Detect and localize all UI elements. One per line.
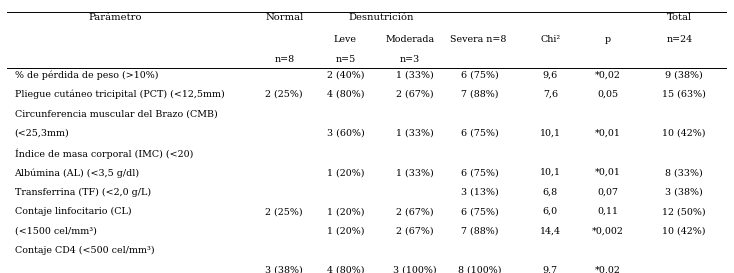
Text: 2 (67%): 2 (67%) xyxy=(396,227,434,236)
Text: Total: Total xyxy=(667,13,692,22)
Text: *0,02: *0,02 xyxy=(595,70,621,79)
Text: 2 (67%): 2 (67%) xyxy=(396,207,434,216)
Text: n=24: n=24 xyxy=(667,35,693,44)
Text: Índice de masa corporal (IMC) (<20): Índice de masa corporal (IMC) (<20) xyxy=(15,149,193,159)
Text: 9,6: 9,6 xyxy=(543,70,558,79)
Text: (<1500 cel/mm³): (<1500 cel/mm³) xyxy=(15,227,96,236)
Text: % de pérdida de peso (>10%): % de pérdida de peso (>10%) xyxy=(15,70,158,80)
Text: 8 (100%): 8 (100%) xyxy=(458,266,501,273)
Text: 1 (33%): 1 (33%) xyxy=(396,129,434,138)
Text: n=3: n=3 xyxy=(400,55,421,64)
Text: *0,02: *0,02 xyxy=(595,266,621,273)
Text: Circunferencia muscular del Brazo (CMB): Circunferencia muscular del Brazo (CMB) xyxy=(15,109,217,118)
Text: 2 (40%): 2 (40%) xyxy=(327,70,364,79)
Text: Moderada: Moderada xyxy=(385,35,435,44)
Text: Pliegue cutáneo tricipital (PCT) (<12,5mm): Pliegue cutáneo tricipital (PCT) (<12,5m… xyxy=(15,90,225,99)
Text: 0,05: 0,05 xyxy=(597,90,619,99)
Text: 9 (38%): 9 (38%) xyxy=(664,70,702,79)
Text: Chi²: Chi² xyxy=(540,35,561,44)
Text: 10 (42%): 10 (42%) xyxy=(662,227,705,236)
Text: 2 (25%): 2 (25%) xyxy=(266,207,303,216)
Text: (<25,3mm): (<25,3mm) xyxy=(15,129,69,138)
Text: n=5: n=5 xyxy=(335,55,355,64)
Text: 12 (50%): 12 (50%) xyxy=(661,207,705,216)
Text: 4 (80%): 4 (80%) xyxy=(327,90,364,99)
Text: *0,002: *0,002 xyxy=(592,227,624,236)
Text: 8 (33%): 8 (33%) xyxy=(664,168,702,177)
Text: 4 (80%): 4 (80%) xyxy=(327,266,364,273)
Text: 6,0: 6,0 xyxy=(543,207,558,216)
Text: 7 (88%): 7 (88%) xyxy=(461,90,498,99)
Text: 10 (42%): 10 (42%) xyxy=(662,129,705,138)
Text: 1 (20%): 1 (20%) xyxy=(327,168,364,177)
Text: Parámetro: Parámetro xyxy=(89,13,142,22)
Text: 10,1: 10,1 xyxy=(540,129,561,138)
Text: 7,6: 7,6 xyxy=(543,90,558,99)
Text: n=8: n=8 xyxy=(275,55,294,64)
Text: Contaje CD4 (<500 cel/mm³): Contaje CD4 (<500 cel/mm³) xyxy=(15,246,154,255)
Text: Leve: Leve xyxy=(334,35,357,44)
Text: 7 (88%): 7 (88%) xyxy=(461,227,498,236)
Text: 3 (13%): 3 (13%) xyxy=(461,188,499,197)
Text: 3 (38%): 3 (38%) xyxy=(266,266,303,273)
Text: 1 (20%): 1 (20%) xyxy=(327,207,364,216)
Text: 6,8: 6,8 xyxy=(543,188,558,197)
Text: Severa n=8: Severa n=8 xyxy=(450,35,506,44)
Text: 1 (33%): 1 (33%) xyxy=(396,168,434,177)
Text: 14,4: 14,4 xyxy=(540,227,561,236)
Text: 1 (20%): 1 (20%) xyxy=(327,227,364,236)
Text: Normal: Normal xyxy=(265,13,303,22)
Text: 1 (33%): 1 (33%) xyxy=(396,70,434,79)
Text: 3 (100%): 3 (100%) xyxy=(393,266,437,273)
Text: Albúmina (AL) (<3,5 g/dl): Albúmina (AL) (<3,5 g/dl) xyxy=(15,168,139,177)
Text: 6 (75%): 6 (75%) xyxy=(461,207,499,216)
Text: 2 (25%): 2 (25%) xyxy=(266,90,303,99)
Text: 3 (60%): 3 (60%) xyxy=(327,129,364,138)
Text: 6 (75%): 6 (75%) xyxy=(461,129,499,138)
Text: *0,01: *0,01 xyxy=(595,129,621,138)
Text: Transferrina (TF) (<2,0 g/L): Transferrina (TF) (<2,0 g/L) xyxy=(15,188,150,197)
Text: 15 (63%): 15 (63%) xyxy=(661,90,705,99)
Text: 0,11: 0,11 xyxy=(597,207,619,216)
Text: 10,1: 10,1 xyxy=(540,168,561,177)
Text: p: p xyxy=(605,35,611,44)
Text: Contaje linfocitario (CL): Contaje linfocitario (CL) xyxy=(15,207,131,216)
Text: 2 (67%): 2 (67%) xyxy=(396,90,434,99)
Text: 3 (38%): 3 (38%) xyxy=(664,188,702,197)
Text: 9,7: 9,7 xyxy=(543,266,558,273)
Text: Desnutrición: Desnutrición xyxy=(349,13,414,22)
Text: 6 (75%): 6 (75%) xyxy=(461,70,499,79)
Text: 6 (75%): 6 (75%) xyxy=(461,168,499,177)
Text: 0,07: 0,07 xyxy=(597,188,619,197)
Text: *0,01: *0,01 xyxy=(595,168,621,177)
